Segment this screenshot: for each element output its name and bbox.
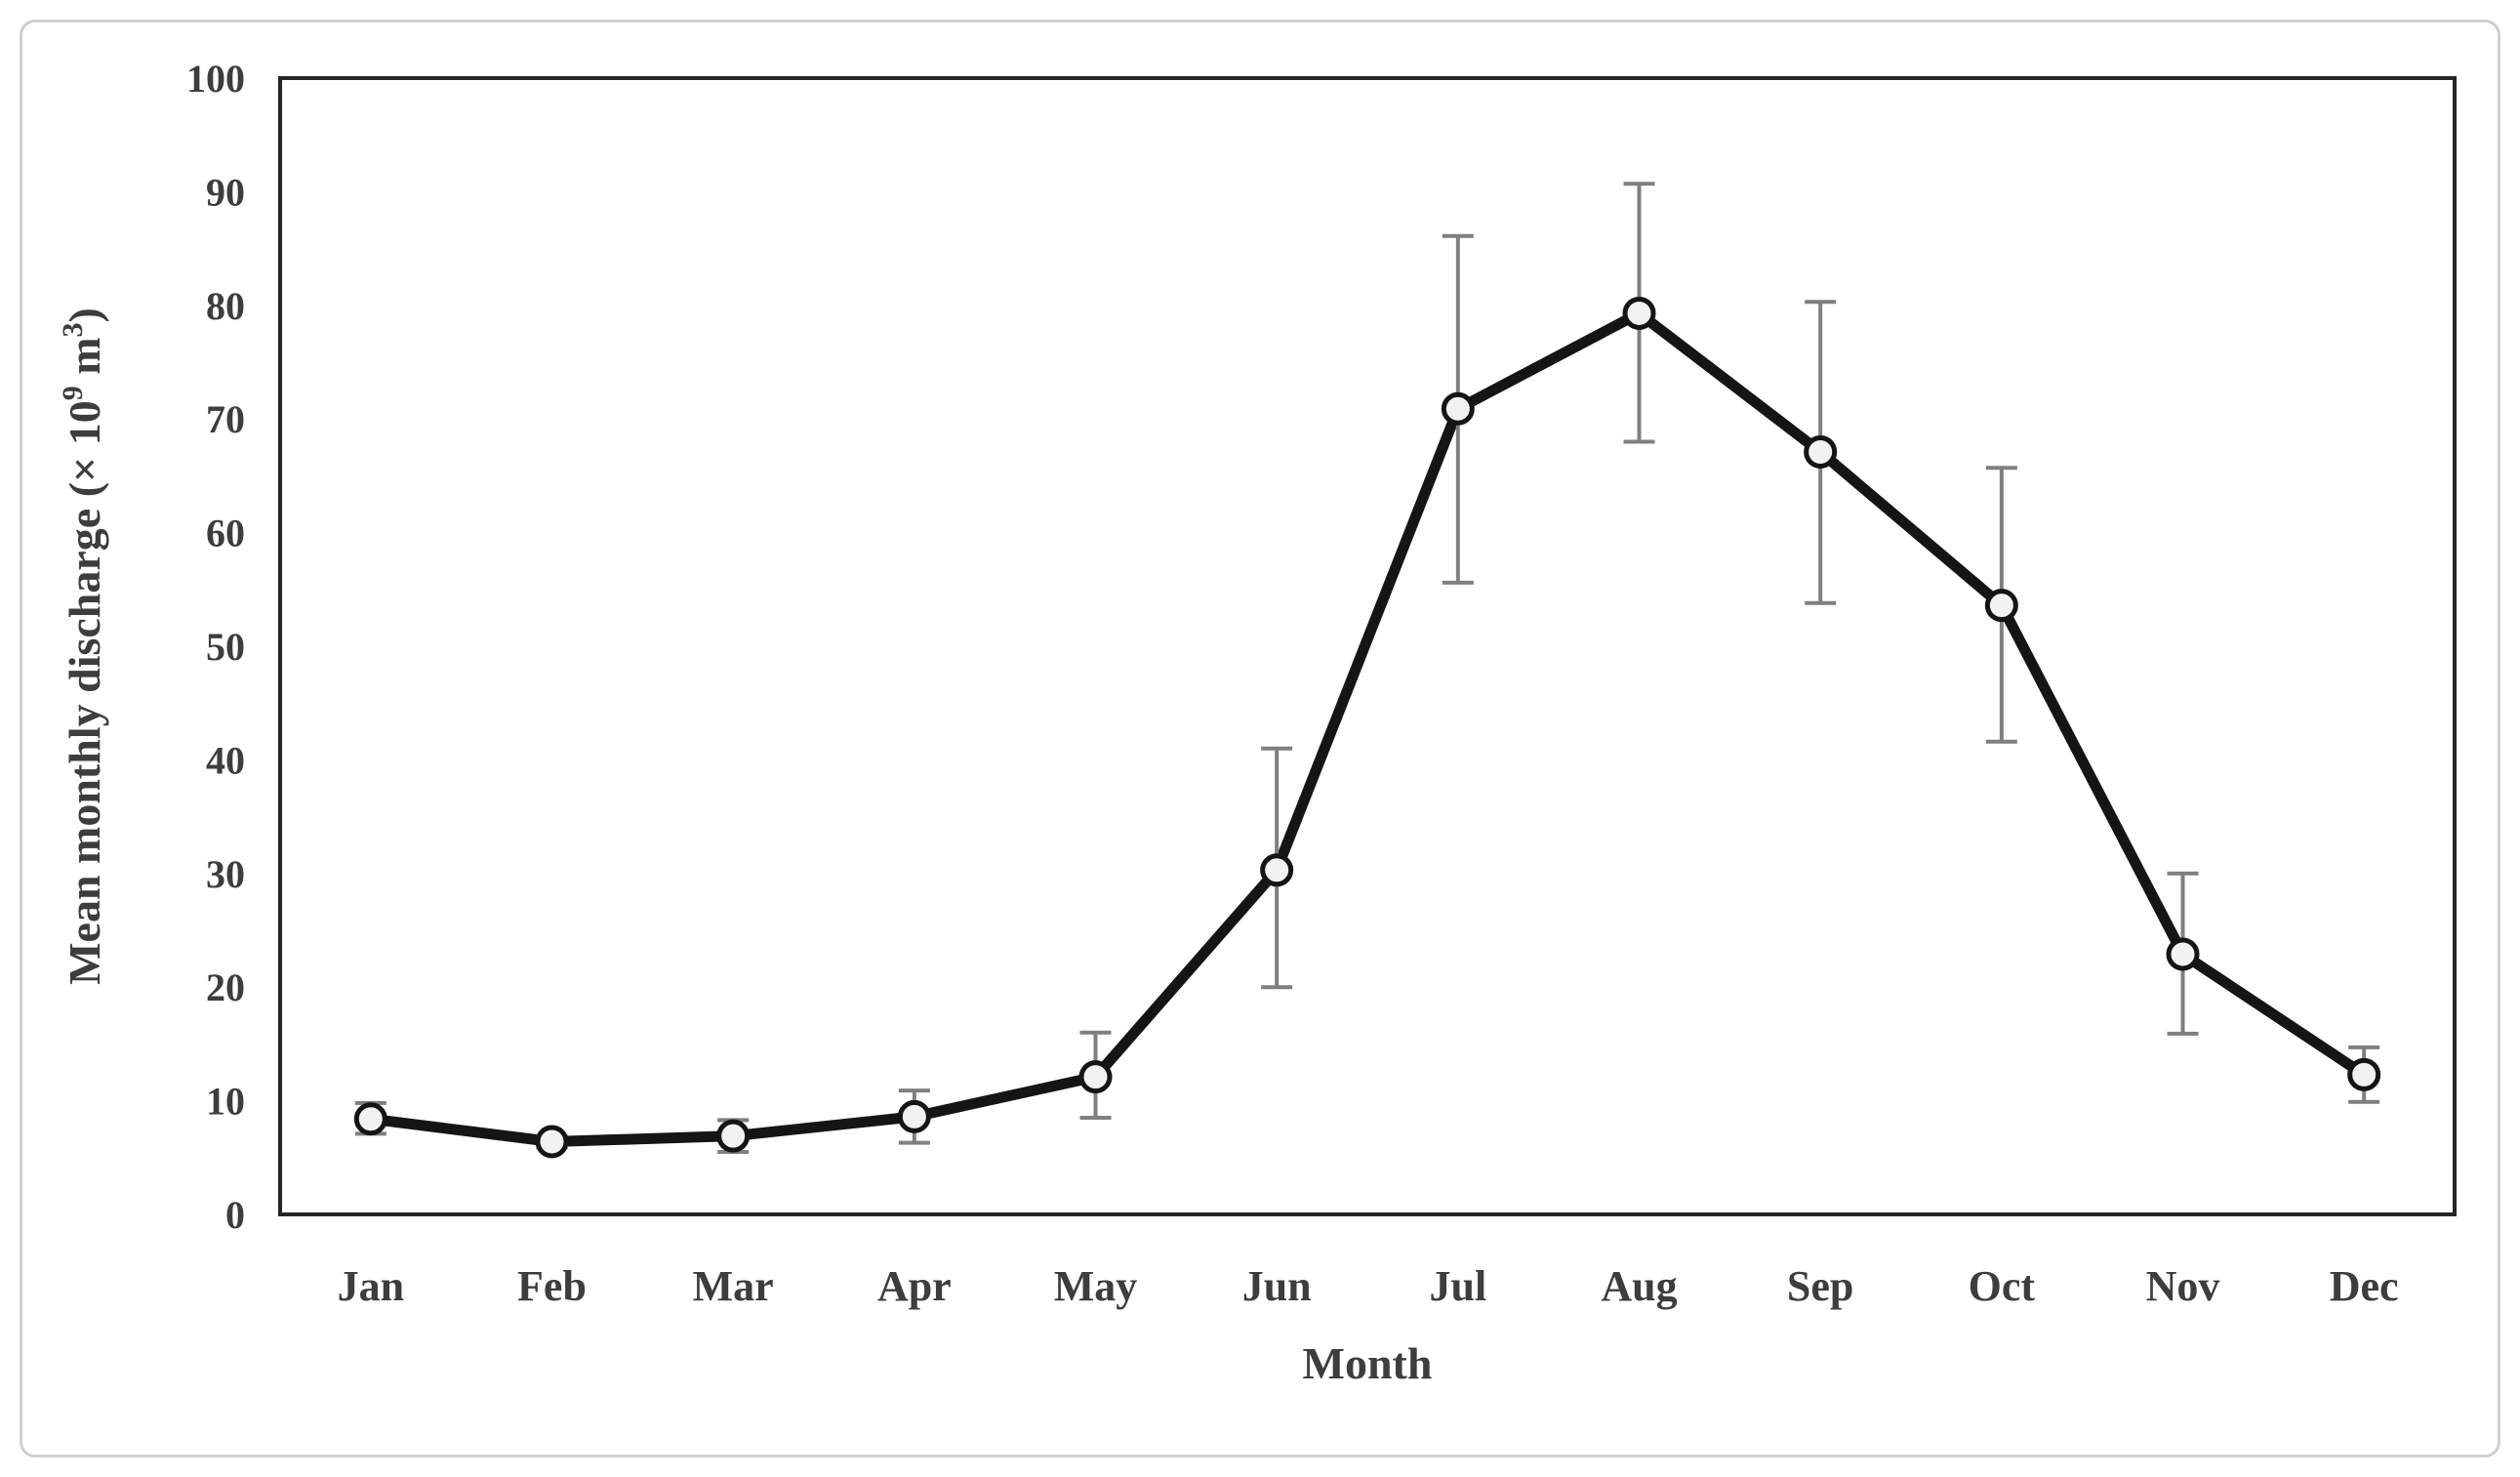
data-point-Dec xyxy=(2347,1057,2381,1091)
data-point-Sep xyxy=(1804,434,1838,469)
plot-frame xyxy=(278,76,2457,1216)
y-tick-label: 30 xyxy=(206,852,245,896)
data-point-Jan xyxy=(353,1102,387,1136)
y-tick-label: 90 xyxy=(206,170,245,214)
x-tick-label: Oct xyxy=(1969,1262,2036,1310)
x-tick-label: Mar xyxy=(693,1262,774,1310)
y-tick-label: 0 xyxy=(225,1193,245,1237)
y-tick-label: 50 xyxy=(206,625,245,669)
data-point-Apr xyxy=(897,1099,931,1133)
y-tick-label: 10 xyxy=(206,1080,245,1124)
data-point-Jun xyxy=(1260,853,1294,887)
x-tick-label: Jun xyxy=(1242,1262,1312,1310)
x-tick-label: Jul xyxy=(1429,1262,1486,1310)
data-point-Feb xyxy=(535,1125,569,1159)
data-point-May xyxy=(1078,1060,1113,1094)
y-axis-title: Mean monthly discharge (× 109​ m3​) xyxy=(57,308,109,985)
y-tick-label: 100 xyxy=(186,57,245,101)
data-point-Aug xyxy=(1622,296,1656,330)
data-point-Jul xyxy=(1441,391,1475,426)
y-tick-label: 60 xyxy=(206,512,245,555)
y-tick-label: 80 xyxy=(206,284,245,328)
data-point-Oct xyxy=(1984,589,2018,623)
x-tick-label: May xyxy=(1054,1262,1138,1310)
x-tick-label: Jan xyxy=(338,1262,404,1310)
x-axis-title: Month xyxy=(1303,1338,1433,1388)
y-tick-label: 70 xyxy=(206,397,245,441)
x-tick-label: Nov xyxy=(2146,1262,2220,1310)
x-tick-label: Feb xyxy=(517,1262,587,1310)
data-point-Nov xyxy=(2166,937,2200,971)
series-line xyxy=(365,308,2370,1147)
y-tick-label: 40 xyxy=(206,738,245,782)
y-tick-label: 20 xyxy=(206,965,245,1009)
x-tick-label: Apr xyxy=(877,1262,952,1310)
x-tick-label: Aug xyxy=(1601,1262,1677,1310)
data-point-Mar xyxy=(716,1119,751,1153)
x-tick-label: Dec xyxy=(2330,1262,2399,1310)
x-tick-label: Sep xyxy=(1787,1262,1853,1310)
